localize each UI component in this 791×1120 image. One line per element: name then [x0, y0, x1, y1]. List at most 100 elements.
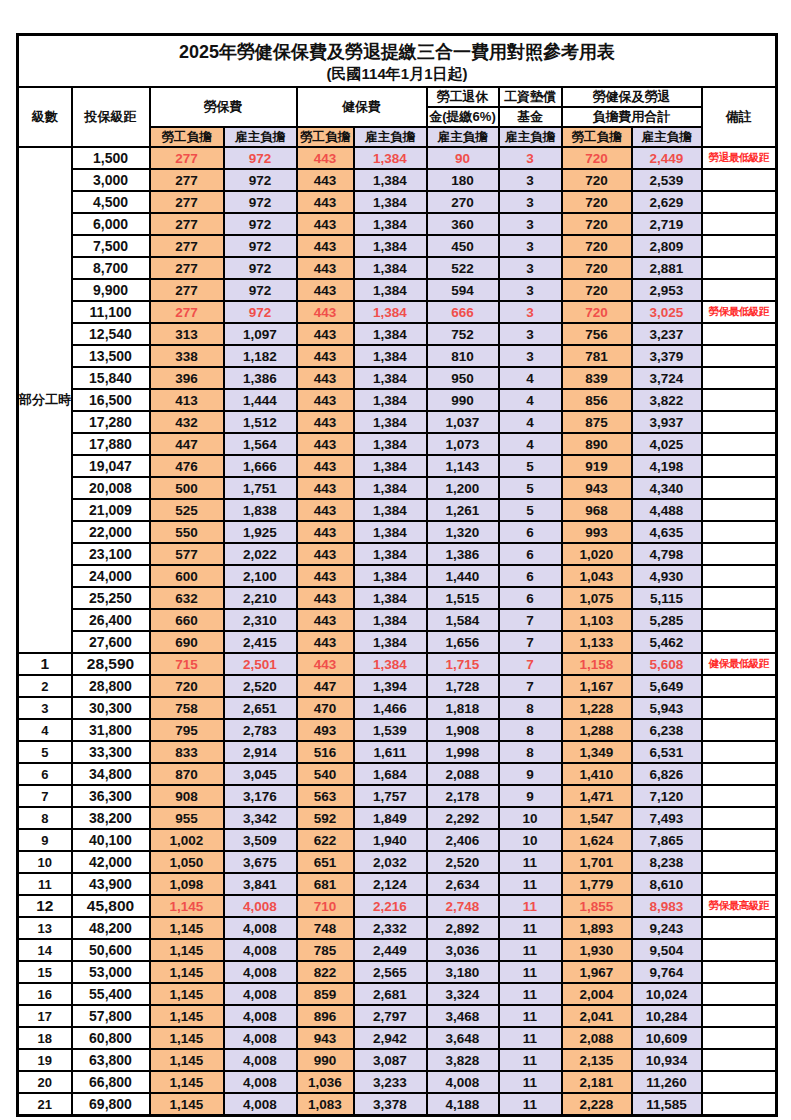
page-subtitle: (民國114年1月1日起): [19, 65, 775, 83]
cell-health-employee: 443: [297, 565, 354, 587]
cell-total-employee: 1,855: [562, 895, 632, 917]
cell-level: 18: [18, 1027, 72, 1049]
cell-health-employee: 470: [297, 697, 354, 719]
cell-pension-employer: 1,261: [427, 499, 499, 521]
cell-health-employee: 822: [297, 961, 354, 983]
cell-bracket: 17,280: [72, 411, 150, 433]
cell-total-employee: 2,088: [562, 1027, 632, 1049]
fee-table: 2025年勞健保保費及勞退提繳三合一費用對照參考用表 (民國114年1月1日起)…: [16, 33, 778, 1117]
cell-labor-employee: 833: [150, 741, 224, 763]
table-row: 17,8804471,5644431,3841,07348904,025: [18, 433, 777, 455]
cell-labor-employer: 972: [224, 191, 297, 213]
cell-pension-employer: 1,320: [427, 521, 499, 543]
cell-total-employee: 720: [562, 147, 632, 169]
cell-total-employee: 993: [562, 521, 632, 543]
cell-pension-employer: 752: [427, 323, 499, 345]
cell-health-employer: 3,087: [354, 1049, 427, 1071]
cell-labor-employee: 600: [150, 565, 224, 587]
cell-remark: [702, 851, 777, 873]
cell-health-employer: 1,849: [354, 807, 427, 829]
cell-labor-employer: 2,651: [224, 697, 297, 719]
cell-health-employee: 540: [297, 763, 354, 785]
cell-total-employer: 4,930: [632, 565, 702, 587]
cell-remark: [702, 697, 777, 719]
cell-total-employee: 2,135: [562, 1049, 632, 1071]
cell-pension-employer: 2,178: [427, 785, 499, 807]
cell-bracket: 55,400: [72, 983, 150, 1005]
cell-level: 4: [18, 719, 72, 741]
cell-labor-employer: 1,097: [224, 323, 297, 345]
cell-health-employee: 990: [297, 1049, 354, 1071]
table-row: 634,8008703,0455401,6842,08891,4106,826: [18, 763, 777, 785]
cell-health-employee: 443: [297, 345, 354, 367]
cell-wage-fund-employer: 6: [499, 521, 562, 543]
cell-health-employer: 1,611: [354, 741, 427, 763]
cell-health-employee: 493: [297, 719, 354, 741]
cell-wage-fund-employer: 8: [499, 697, 562, 719]
cell-level: 20: [18, 1071, 72, 1093]
cell-labor-employee: 955: [150, 807, 224, 829]
cell-health-employer: 1,757: [354, 785, 427, 807]
cell-total-employer: 6,238: [632, 719, 702, 741]
cell-health-employee: 443: [297, 631, 354, 653]
cell-total-employer: 2,881: [632, 257, 702, 279]
subheader-health-employee: 勞工負擔: [297, 127, 354, 147]
cell-pension-employer: 1,584: [427, 609, 499, 631]
cell-remark: [702, 433, 777, 455]
cell-wage-fund-employer: 6: [499, 543, 562, 565]
cell-health-employee: 651: [297, 851, 354, 873]
cell-bracket: 12,540: [72, 323, 150, 345]
table-row: 15,8403961,3864431,38495048393,724: [18, 367, 777, 389]
cell-level: 8: [18, 807, 72, 829]
cell-total-employer: 11,585: [632, 1093, 702, 1116]
cell-pension-employer: 2,088: [427, 763, 499, 785]
cell-total-employer: 6,826: [632, 763, 702, 785]
col-header-remark: 備註: [702, 87, 777, 147]
cell-labor-employee: 277: [150, 213, 224, 235]
table-row: 22,0005501,9254431,3841,32069934,635: [18, 521, 777, 543]
cell-remark: [702, 323, 777, 345]
cell-total-employee: 720: [562, 191, 632, 213]
cell-remark: [702, 389, 777, 411]
cell-wage-fund-employer: 5: [499, 455, 562, 477]
cell-health-employer: 2,942: [354, 1027, 427, 1049]
cell-wage-fund-employer: 11: [499, 917, 562, 939]
table-row: 228,8007202,5204471,3941,72871,1675,649: [18, 675, 777, 697]
cell-pension-employer: 450: [427, 235, 499, 257]
cell-bracket: 50,600: [72, 939, 150, 961]
cell-health-employee: 443: [297, 433, 354, 455]
cell-remark: [702, 169, 777, 191]
cell-health-employee: 681: [297, 873, 354, 895]
cell-labor-employer: 1,838: [224, 499, 297, 521]
cell-total-employer: 7,865: [632, 829, 702, 851]
cell-remark: [702, 257, 777, 279]
cell-total-employer: 4,798: [632, 543, 702, 565]
cell-wage-fund-employer: 8: [499, 719, 562, 741]
table-row: 1553,0001,1454,0088222,5653,180111,9679,…: [18, 961, 777, 983]
cell-labor-employer: 2,100: [224, 565, 297, 587]
cell-remark: 健保最低級距: [702, 653, 777, 675]
table-row: 7,5002779724431,38445037202,809: [18, 235, 777, 257]
table-row: 23,1005772,0224431,3841,38661,0204,798: [18, 543, 777, 565]
cell-labor-employee: 870: [150, 763, 224, 785]
cell-remark: [702, 609, 777, 631]
cell-pension-employer: 3,468: [427, 1005, 499, 1027]
cell-total-employer: 2,953: [632, 279, 702, 301]
cell-labor-employer: 3,509: [224, 829, 297, 851]
cell-bracket: 4,500: [72, 191, 150, 213]
cell-wage-fund-employer: 3: [499, 213, 562, 235]
table-row: 2066,8001,1454,0081,0363,2334,008112,181…: [18, 1071, 777, 1093]
cell-pension-employer: 3,324: [427, 983, 499, 1005]
cell-total-employee: 1,133: [562, 631, 632, 653]
cell-health-employer: 1,384: [354, 609, 427, 631]
cell-bracket: 60,800: [72, 1027, 150, 1049]
cell-labor-employer: 4,008: [224, 983, 297, 1005]
cell-wage-fund-employer: 11: [499, 961, 562, 983]
cell-health-employer: 1,384: [354, 587, 427, 609]
cell-health-employer: 2,332: [354, 917, 427, 939]
cell-total-employee: 1,158: [562, 653, 632, 675]
cell-labor-employer: 1,666: [224, 455, 297, 477]
cell-wage-fund-employer: 11: [499, 1049, 562, 1071]
cell-wage-fund-employer: 8: [499, 741, 562, 763]
cell-remark: [702, 961, 777, 983]
